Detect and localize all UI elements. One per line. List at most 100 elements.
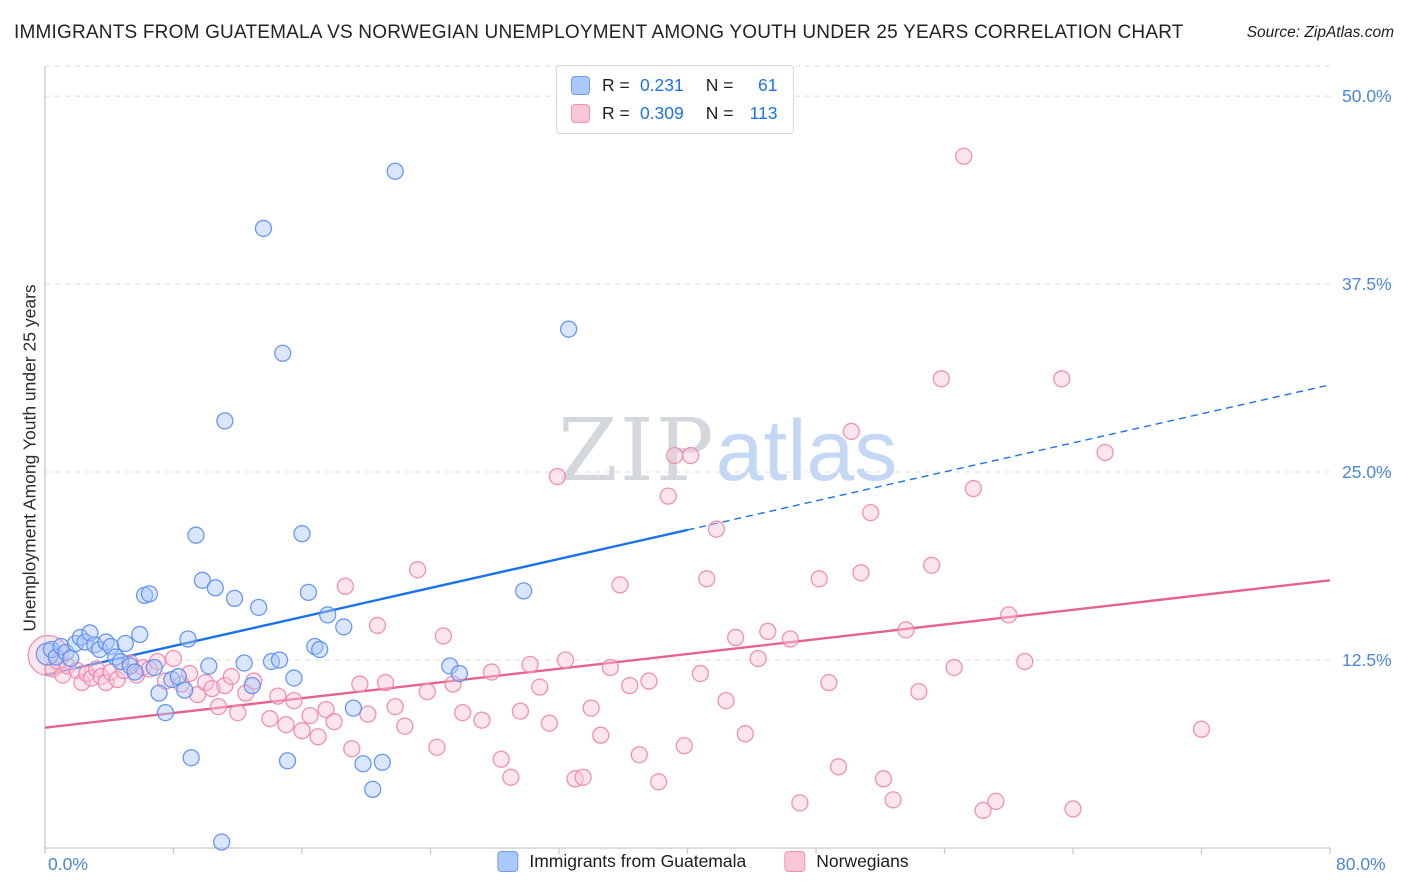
scatter-point-norwegians[interactable]: [640, 672, 658, 690]
scatter-point-norwegians[interactable]: [987, 792, 1005, 811]
scatter-point-norwegians[interactable]: [884, 791, 902, 809]
scatter-point-guatemala[interactable]: [364, 780, 382, 798]
scatter-point-guatemala[interactable]: [278, 752, 297, 770]
scatter-point-norwegians[interactable]: [531, 678, 549, 696]
scatter-point-norwegians[interactable]: [897, 621, 915, 639]
scatter-point-guatemala[interactable]: [176, 681, 194, 699]
scatter-point-guatemala[interactable]: [270, 651, 289, 669]
scatter-point-norwegians[interactable]: [396, 717, 414, 735]
scatter-point-norwegians[interactable]: [386, 697, 404, 716]
scatter-point-guatemala[interactable]: [62, 649, 80, 668]
scatter-point-guatemala[interactable]: [116, 634, 134, 653]
scatter-point-norwegians[interactable]: [418, 682, 436, 701]
scatter-point-norwegians[interactable]: [1064, 800, 1082, 818]
scatter-point-guatemala[interactable]: [126, 663, 144, 681]
scatter-point-norwegians[interactable]: [945, 658, 963, 677]
scatter-point-norwegians[interactable]: [810, 570, 828, 588]
scatter-point-norwegians[interactable]: [923, 556, 941, 574]
scatter-point-norwegians[interactable]: [164, 649, 183, 668]
scatter-point-norwegians[interactable]: [682, 446, 700, 465]
scatter-point-norwegians[interactable]: [261, 710, 279, 728]
scatter-point-norwegians[interactable]: [621, 676, 639, 695]
scatter-point-guatemala[interactable]: [235, 654, 253, 672]
scatter-point-guatemala[interactable]: [206, 579, 224, 597]
scatter-point-guatemala[interactable]: [354, 755, 372, 773]
scatter-point-guatemala[interactable]: [306, 637, 324, 656]
scatter-point-norwegians[interactable]: [1053, 370, 1071, 388]
scatter-point-norwegians[interactable]: [574, 768, 592, 786]
scatter-point-norwegians[interactable]: [428, 738, 446, 756]
scatter-point-norwegians[interactable]: [229, 704, 247, 722]
scatter-point-norwegians[interactable]: [269, 687, 287, 705]
scatter-point-norwegians[interactable]: [188, 685, 207, 704]
scatter-point-guatemala[interactable]: [450, 664, 469, 683]
scatter-point-guatemala[interactable]: [156, 704, 175, 722]
scatter-point-norwegians[interactable]: [368, 616, 387, 635]
scatter-point-guatemala[interactable]: [193, 571, 212, 589]
legend-item-guatemala[interactable]: Immigrants from Guatemala: [497, 851, 746, 872]
scatter-point-norwegians[interactable]: [556, 651, 575, 669]
scatter-point-norwegians[interactable]: [317, 700, 335, 719]
scatter-point-norwegians[interactable]: [482, 663, 501, 681]
scatter-point-norwegians[interactable]: [717, 691, 735, 710]
scatter-point-norwegians[interactable]: [666, 446, 684, 465]
scatter-point-guatemala[interactable]: [150, 684, 168, 702]
scatter-point-norwegians[interactable]: [444, 675, 462, 693]
scatter-point-norwegians[interactable]: [698, 570, 716, 588]
scatter-point-guatemala[interactable]: [216, 412, 234, 430]
scatter-point-norwegians[interactable]: [582, 699, 600, 717]
scatter-point-guatemala[interactable]: [373, 753, 391, 771]
scatter-point-norwegians[interactable]: [502, 768, 520, 786]
scatter-point-norwegians[interactable]: [325, 713, 343, 731]
scatter-point-norwegians[interactable]: [727, 628, 745, 647]
scatter-point-norwegians[interactable]: [601, 658, 620, 677]
scatter-point-norwegians[interactable]: [791, 794, 809, 812]
scatter-point-norwegians[interactable]: [707, 520, 726, 538]
scatter-point-guatemala[interactable]: [254, 219, 273, 238]
scatter-point-guatemala[interactable]: [249, 598, 268, 617]
scatter-point-norwegians[interactable]: [285, 691, 303, 710]
scatter-point-guatemala[interactable]: [274, 344, 292, 362]
scatter-point-norwegians[interactable]: [511, 702, 530, 720]
scatter-point-norwegians[interactable]: [932, 370, 950, 388]
scatter-point-norwegians[interactable]: [108, 670, 126, 689]
scatter-point-norwegians[interactable]: [974, 801, 992, 820]
scatter-point-norwegians[interactable]: [521, 655, 539, 674]
scatter-point-guatemala[interactable]: [293, 525, 311, 543]
scatter-point-guatemala[interactable]: [344, 699, 363, 717]
scatter-point-norwegians[interactable]: [1000, 606, 1018, 624]
scatter-point-guatemala[interactable]: [145, 658, 163, 677]
scatter-point-guatemala[interactable]: [179, 630, 197, 648]
scatter-point-norwegians[interactable]: [611, 576, 629, 594]
scatter-point-guatemala[interactable]: [47, 648, 65, 666]
scatter-point-norwegians[interactable]: [492, 750, 510, 768]
scatter-point-norwegians[interactable]: [97, 673, 115, 692]
scatter-point-guatemala[interactable]: [213, 833, 231, 851]
scatter-point-guatemala[interactable]: [182, 749, 200, 767]
scatter-point-norwegians[interactable]: [309, 728, 327, 746]
scatter-point-norwegians[interactable]: [293, 722, 311, 740]
scatter-point-norwegians[interactable]: [736, 725, 754, 743]
scatter-point-guatemala[interactable]: [515, 582, 533, 600]
scatter-point-norwegians[interactable]: [781, 630, 799, 648]
scatter-point-guatemala[interactable]: [200, 657, 218, 675]
scatter-point-guatemala[interactable]: [140, 585, 159, 603]
scatter-point-norwegians[interactable]: [203, 679, 221, 698]
scatter-point-guatemala[interactable]: [187, 526, 205, 544]
scatter-point-guatemala[interactable]: [299, 583, 318, 601]
scatter-point-norwegians[interactable]: [1016, 652, 1034, 671]
scatter-point-norwegians[interactable]: [548, 467, 567, 486]
scatter-point-norwegians[interactable]: [216, 676, 234, 695]
scatter-point-norwegians[interactable]: [630, 746, 648, 764]
scatter-point-norwegians[interactable]: [359, 705, 377, 723]
scatter-point-norwegians[interactable]: [852, 564, 870, 582]
scatter-point-guatemala[interactable]: [319, 606, 337, 624]
scatter-point-guatemala[interactable]: [243, 676, 261, 695]
scatter-point-norwegians[interactable]: [749, 649, 767, 668]
scatter-point-norwegians[interactable]: [1192, 720, 1211, 738]
scatter-point-norwegians[interactable]: [874, 770, 893, 788]
legend-item-norwegians[interactable]: Norwegians: [784, 851, 909, 872]
scatter-point-norwegians[interactable]: [301, 707, 319, 725]
scatter-point-norwegians[interactable]: [209, 697, 228, 716]
scatter-point-guatemala[interactable]: [131, 625, 149, 644]
